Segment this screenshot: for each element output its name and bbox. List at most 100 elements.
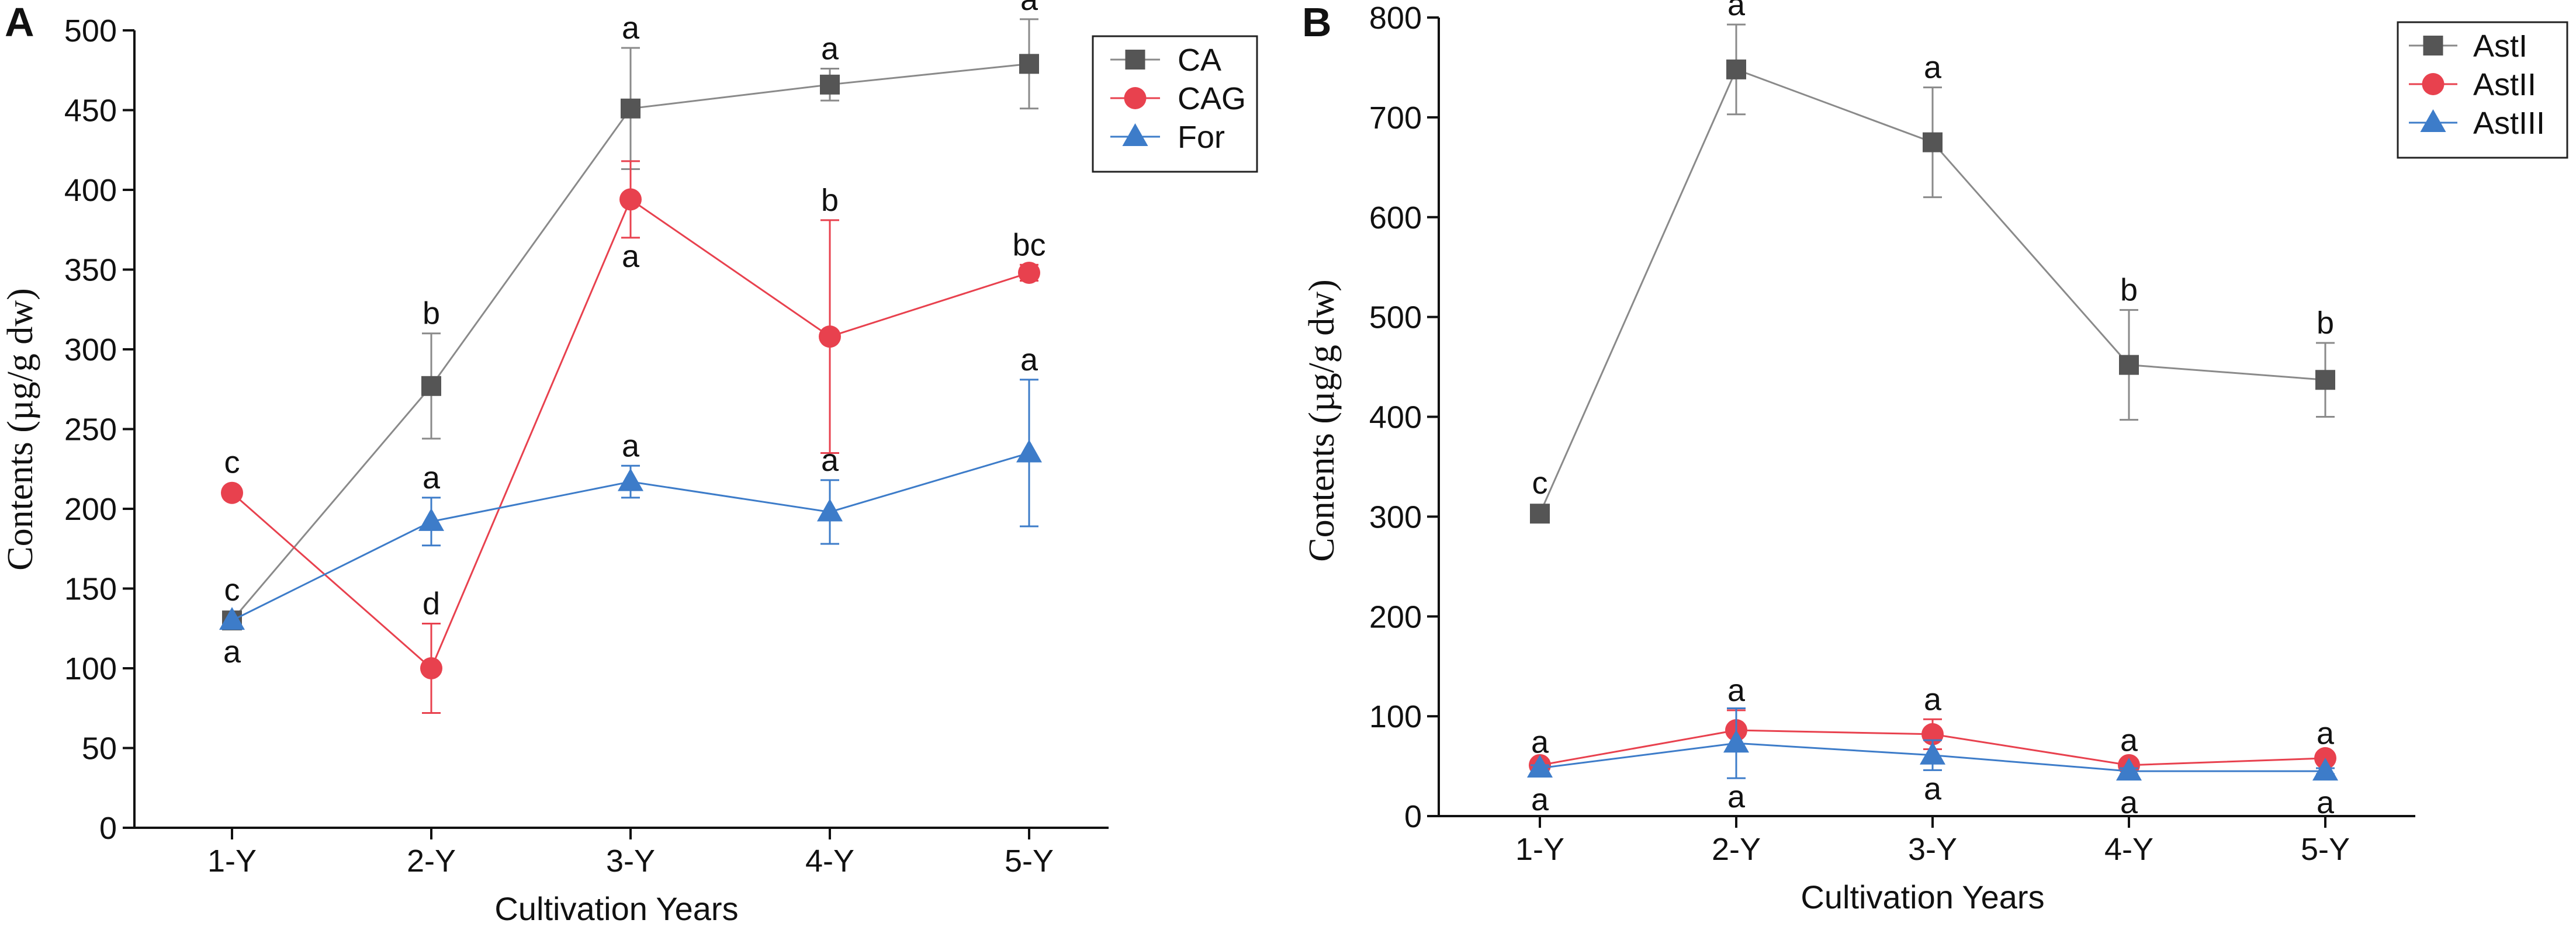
panel-b-x-axis-label: Cultivation Years <box>1801 879 2044 915</box>
panel-a-series-for: a a a a a <box>219 342 1042 669</box>
panel-a-x-tick-label: 2-Y <box>407 844 456 879</box>
panel-a-legend-entry-cag: CAG <box>1110 81 1246 116</box>
panel-a-series-for-significance-letter: a <box>223 634 241 669</box>
panel-b-series-asti-point <box>1923 132 1943 152</box>
panel-b-x-tick-label: 5-Y <box>2301 832 2350 867</box>
panel-b-x-tick-label: 3-Y <box>1908 832 1957 867</box>
panel-a-x-axis-label: Cultivation Years <box>494 890 738 927</box>
panel-a-series-cag-point <box>619 188 642 211</box>
panel-a-y-tick-label: 400 <box>64 173 117 208</box>
panel-b-legend-entry-asti: AstI <box>2409 29 2527 64</box>
panel-a-x-ticks: 1-Y 2-Y 3-Y 4-Y 5-Y <box>207 828 1054 879</box>
panel-b: B 0 100 200 300 400 500 600 700 800 1-Y 2-Y 3-Y 4-Y… <box>1302 0 2568 915</box>
panel-b-series-astiii-significance-letter: a <box>1531 782 1549 817</box>
panel-b-series-asti: c a a b b <box>1530 0 2335 524</box>
panel-a-y-axis-label: Contents (µg/g dw) <box>1 288 40 570</box>
panel-b-x-tick-label: 4-Y <box>2104 832 2153 867</box>
panel-a-y-tick-label: 250 <box>64 412 117 447</box>
panel-b-series-astiii-point <box>2312 758 2338 781</box>
panel-b-y-tick-label: 600 <box>1369 200 1422 235</box>
panel-a-y-tick-label: 50 <box>82 731 117 766</box>
panel-b-y-tick-label: 0 <box>1404 799 1422 834</box>
panel-b-y-tick-label: 400 <box>1369 400 1422 435</box>
panel-a-series-ca-significance-letter: b <box>423 296 440 331</box>
panel-a-y-tick-label: 150 <box>64 572 117 607</box>
panel-b-x-tick-label: 1-Y <box>1515 832 1564 867</box>
panel-a-y-tick-label: 100 <box>64 651 117 686</box>
panel-a-series-cag-point <box>819 325 841 348</box>
panel-a-series-cag-significance-letter: bc <box>1012 227 1045 262</box>
panel-b-legend-entry-astii: AstII <box>2409 67 2536 102</box>
panel-a-series-ca-significance-letter: a <box>821 32 839 67</box>
panel-a-series-for-significance-letter: a <box>1020 342 1038 377</box>
panel-a-series-ca-significance-letter: c <box>224 572 240 608</box>
panel-b-series-astiii-point <box>1527 754 1553 778</box>
panel-a-legend-entry-ca-label: CA <box>1178 43 1221 78</box>
panel-b-x-tick-label: 2-Y <box>1712 832 1761 867</box>
panel-a-series-for-significance-letter: a <box>821 443 839 478</box>
panel-a-legend-entry-ca: CA <box>1110 43 1221 78</box>
panel-a-series: cbaaacdabbcaaaaa <box>219 0 1046 714</box>
panel-b-series-asti-point <box>2315 370 2335 390</box>
panel-b-y-tick-label: 500 <box>1369 300 1422 335</box>
panel-b-legend-entry-astii-label: AstII <box>2473 67 2536 102</box>
panel-b-series-astiii-point <box>2116 758 2142 781</box>
panel-b-legend-entry-astiii-label: AstIII <box>2473 106 2545 141</box>
panel-a-x-tick-label: 4-Y <box>805 844 854 879</box>
panel-b-series-asti-point <box>1726 59 1746 79</box>
panel-a-series-cag-significance-letter: b <box>821 183 839 218</box>
panel-b-y-axis-label: Contents (µg/g dw) <box>1302 279 1342 561</box>
panel-b-series-astiii-significance-letter: a <box>1924 771 1942 806</box>
panel-a-legend-entry-cag-label: CAG <box>1178 81 1246 116</box>
panel-a-y-tick-label: 0 <box>99 811 117 846</box>
panel-a-y-tick-label: 450 <box>64 93 117 129</box>
panel-b-series-asti-significance-letter: b <box>2317 306 2334 341</box>
panel-b-series-asti-significance-letter: c <box>1532 466 1548 501</box>
panel-a-legend-entry-for-marker <box>1122 123 1148 146</box>
panel-b-series-astii-significance-letter: a <box>2317 716 2335 751</box>
panel-a-series-ca-point <box>621 98 640 119</box>
panel-a-x-tick-label: 1-Y <box>207 844 257 879</box>
panel-b-legend-entry-asti-marker <box>2423 36 2443 55</box>
panel-b-series-asti-significance-letter: b <box>2120 273 2138 308</box>
panel-a-series-for-significance-letter: a <box>423 460 441 495</box>
panel-b-x-ticks: 1-Y 2-Y 3-Y 4-Y 5-Y <box>1515 816 2350 867</box>
panel-a-series-cag-significance-letter: d <box>423 587 440 622</box>
panel-b-series-astii-significance-letter: a <box>1727 673 1746 708</box>
panel-a-y-ticks: 0 50 100 150 200 250 300 350 400 450 500 <box>64 13 134 846</box>
panel-a-series-ca: c b a a a <box>222 0 1039 631</box>
panel-a-series-for-point <box>1016 439 1042 463</box>
panel-b-series-astii-significance-letter: a <box>1531 725 1549 760</box>
panel-a-series-ca-point <box>1019 54 1039 74</box>
panel-b-legend-entry-astiii: AstIII <box>2409 106 2545 141</box>
panel-a-legend-entry-for: For <box>1110 120 1225 155</box>
panel-a-series-for-point <box>418 508 444 531</box>
panel-a-legend-entry-cag-marker <box>1124 87 1147 109</box>
panel-b-series-astii-significance-letter: a <box>1924 682 1942 717</box>
panel-a-y-tick-label: 350 <box>64 253 117 288</box>
panel-b-label: B <box>1302 0 1332 45</box>
panel-a-series-for-significance-letter: a <box>622 428 640 463</box>
panel-b-series-astiii-significance-letter: a <box>2120 785 2138 820</box>
panel-b-series-asti-significance-letter: a <box>1727 0 1746 22</box>
panel-b-y-tick-label: 700 <box>1369 100 1422 136</box>
panel-a-x-tick-label: 3-Y <box>606 844 655 879</box>
panel-b-series-asti-significance-letter: a <box>1924 50 1942 85</box>
panel-b-series-asti-point <box>1530 504 1550 524</box>
panel-b-series-astiii-point <box>1920 741 1945 765</box>
panel-a-y-tick-label: 300 <box>64 332 117 367</box>
panel-a-series-ca-point <box>820 74 840 95</box>
panel-b-series-astiii-point <box>1723 730 1749 753</box>
panel-a-label: A <box>5 0 34 45</box>
panel-a-legend-entry-ca-marker <box>1125 50 1145 70</box>
panel-a: A 0 50 100 150 200 250 300 350 400 450 500 1-Y 2-Y 3… <box>1 0 1258 927</box>
panel-a-series-cag-significance-letter: c <box>224 445 240 480</box>
panel-a-legend-entry-for-label: For <box>1178 120 1225 155</box>
panel-b-series-astiii-significance-letter: a <box>1727 779 1746 814</box>
panel-a-x-tick-label: 5-Y <box>1005 844 1054 879</box>
panel-a-series-cag-point <box>221 481 243 504</box>
